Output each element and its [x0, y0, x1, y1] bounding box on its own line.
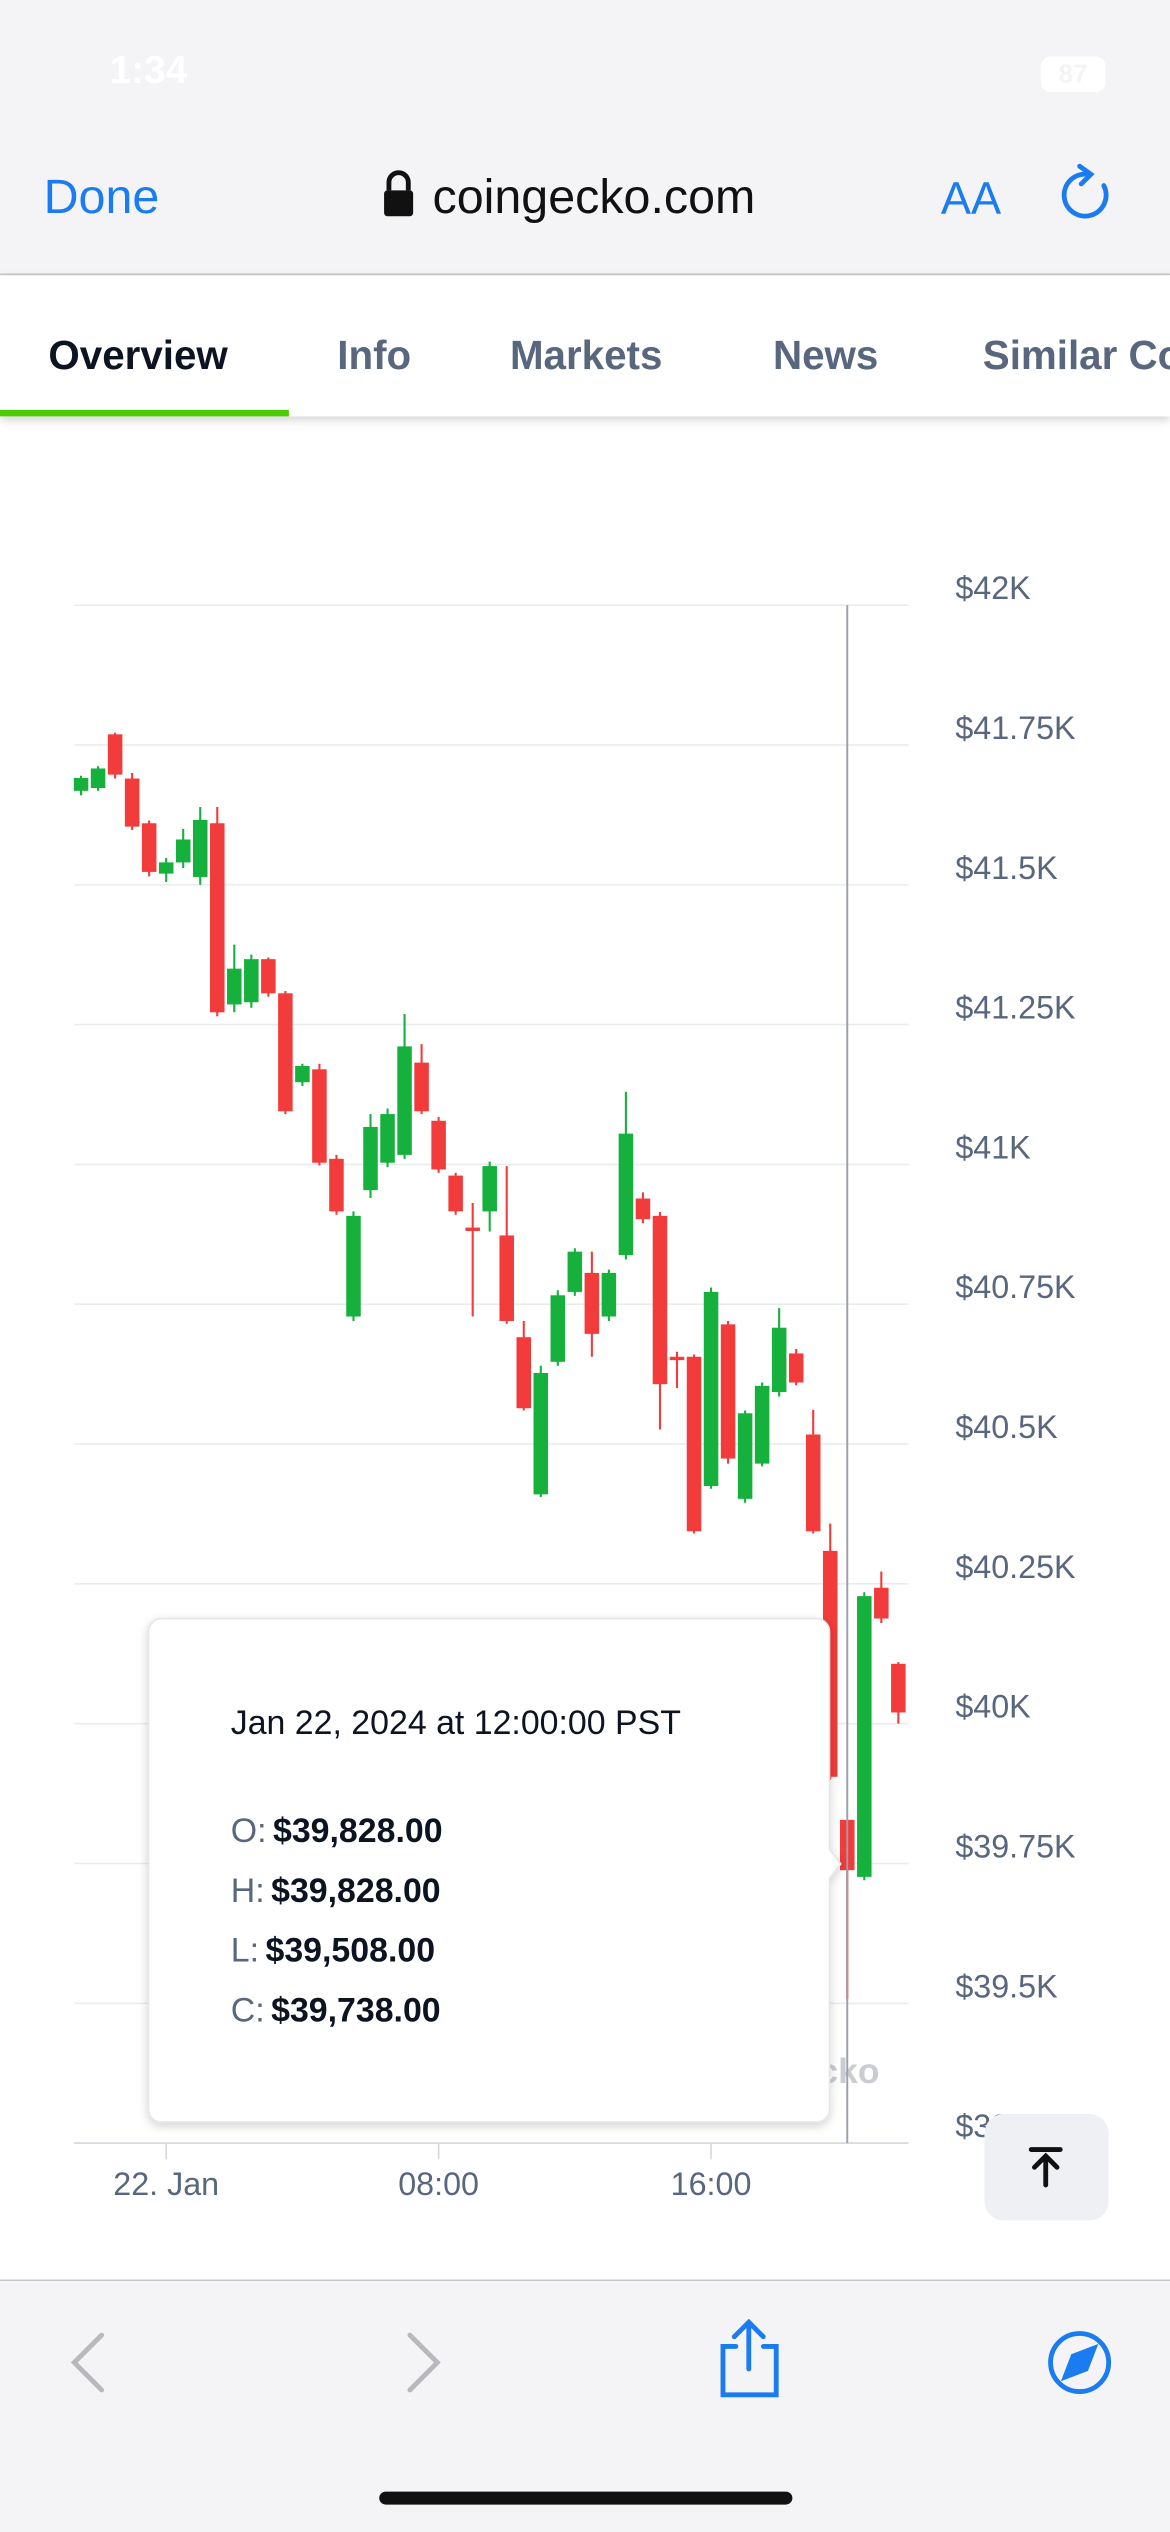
- battery: [1040, 56, 1106, 92]
- y-tick-label: $40.5K: [955, 1409, 1058, 1445]
- candle-body: [635, 1198, 651, 1220]
- y-tick-label: $40.75K: [955, 1269, 1076, 1305]
- browser-header: [0, 0, 1170, 275]
- chart: $42K $41.75K $41.5K $41.25K $41K $40.75K $40.5…: [73, 570, 1076, 2202]
- y-tick-label: $41.5K: [955, 850, 1058, 886]
- y-tick-label: $41.75K: [955, 710, 1076, 746]
- candle-body: [499, 1235, 514, 1321]
- back-button[interactable]: [70, 2332, 105, 2393]
- tooltip-value: $39,508.00: [265, 1932, 435, 1970]
- tab[interactable]: Markets: [510, 332, 662, 378]
- tab[interactable]: Info: [337, 332, 411, 378]
- tab[interactable]: Similar Coins: [983, 332, 1170, 378]
- candle-body: [397, 1046, 412, 1155]
- candle-body: [703, 1291, 719, 1486]
- candle-body: [107, 734, 123, 775]
- candle-body: [516, 1337, 532, 1409]
- share-button[interactable]: [720, 2318, 779, 2398]
- x-tick-label: 16:00: [671, 2166, 752, 2202]
- candle-body: [686, 1356, 702, 1532]
- lock-icon: [384, 170, 414, 217]
- candle-body: [124, 778, 140, 827]
- candle-body: [227, 968, 242, 1005]
- tooltip-value: $39,828.00: [273, 1812, 443, 1850]
- tab[interactable]: Overview: [48, 332, 228, 378]
- tab-bar: [0, 275, 1170, 417]
- candle-body: [73, 777, 89, 791]
- y-tick-label: $40K: [955, 1689, 1031, 1725]
- candle-body: [533, 1373, 549, 1495]
- toolbar: [0, 2280, 1170, 2532]
- tooltip-key: L:: [231, 1932, 259, 1970]
- safari-button[interactable]: [1048, 2331, 1112, 2395]
- done-button[interactable]: Done: [44, 170, 160, 224]
- candle-body: [312, 1069, 327, 1163]
- x-tick-label: 08:00: [398, 2166, 479, 2202]
- tooltip-value: $39,738.00: [271, 1991, 441, 2029]
- overlay: Jan 22, 2024 at 12:00:00 PST O: $39,828.00…: [147, 605, 849, 2144]
- y-tick-label: $39.75K: [955, 1828, 1076, 1864]
- candle-body: [601, 1272, 617, 1317]
- x-tick-label: 22. Jan: [113, 2166, 219, 2202]
- candle-body: [805, 1434, 821, 1532]
- candle-body: [175, 839, 191, 863]
- candle-body: [720, 1324, 736, 1459]
- reload-button[interactable]: [1061, 163, 1109, 219]
- candle-body: [550, 1295, 566, 1362]
- candle-body: [380, 1114, 395, 1163]
- y-tick-label: $41K: [955, 1129, 1031, 1165]
- candle-body: [754, 1385, 770, 1464]
- tooltip-key: O:: [231, 1812, 267, 1850]
- candle-body: [567, 1251, 583, 1292]
- active-tab-indicator: [0, 409, 289, 417]
- tab[interactable]: News: [773, 332, 878, 378]
- candle-body: [141, 823, 157, 872]
- candle-body: [90, 768, 106, 789]
- y-tick-label: $39.5K: [955, 1968, 1058, 2004]
- candle-body: [261, 959, 276, 994]
- tooltip-key: C:: [231, 1991, 265, 2029]
- y-tick-label: $41.25K: [955, 990, 1076, 1026]
- candle-body: [874, 1587, 889, 1619]
- y-tick-label: $42K: [955, 570, 1031, 606]
- candle-body: [278, 993, 293, 1112]
- candle-body: [891, 1663, 906, 1713]
- candle-body: [210, 823, 225, 1013]
- forward-button[interactable]: [407, 2332, 441, 2393]
- candle-body: [737, 1413, 753, 1499]
- tooltip-title: Jan 22, 2024 at 12:00:00 PST: [231, 1704, 681, 1742]
- candle-body: [244, 959, 259, 1003]
- candle-body: [329, 1158, 344, 1212]
- candle-body: [431, 1120, 446, 1170]
- candle-body: [192, 819, 208, 877]
- tooltip: [147, 1617, 842, 2123]
- candle-body: [448, 1175, 463, 1212]
- candle-body: [618, 1133, 634, 1256]
- candle-body: [158, 862, 174, 874]
- home-indicator: [379, 2491, 793, 2505]
- candle-body: [788, 1353, 804, 1383]
- url[interactable]: coingecko.com: [432, 170, 755, 224]
- candle-body: [414, 1062, 429, 1112]
- candle-body: [363, 1126, 378, 1191]
- candle-body: [669, 1356, 685, 1361]
- status-time: 1:34: [110, 49, 188, 92]
- battery-level: 87: [1059, 61, 1088, 89]
- candle-body: [346, 1215, 361, 1317]
- text-size-button[interactable]: AA: [941, 173, 1002, 224]
- candle-body: [771, 1327, 787, 1393]
- candle-body: [482, 1166, 497, 1212]
- candle-body: [465, 1227, 480, 1231]
- tooltip-value: $39,828.00: [271, 1872, 441, 1910]
- candle-body: [857, 1596, 872, 1877]
- tooltip-key: H:: [231, 1872, 265, 1910]
- candle-body: [295, 1065, 310, 1083]
- candle-body: [584, 1272, 600, 1334]
- tooltip-box: [147, 1617, 842, 2123]
- candle-body: [652, 1215, 668, 1385]
- scroll-top-icon: [1028, 2147, 1063, 2188]
- y-tick-label: $40.25K: [955, 1549, 1076, 1585]
